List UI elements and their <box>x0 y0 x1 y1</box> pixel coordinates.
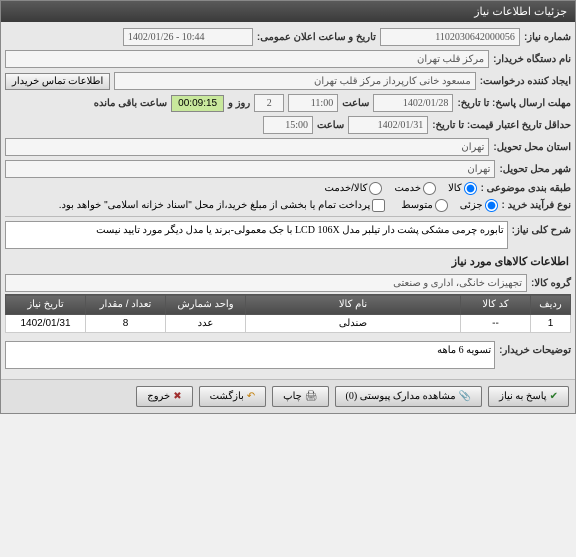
back-button[interactable]: ↶بازگشت <box>199 386 267 407</box>
public-datetime-field <box>123 28 253 46</box>
cell-date: 1402/01/31 <box>6 315 86 333</box>
category-both-radio[interactable]: کالا/خدمت <box>325 182 383 195</box>
category-radio-group: کالا خدمت کالا/خدمت <box>325 182 477 195</box>
attachment-icon: 📎 <box>459 391 471 402</box>
buyer-notes-label: توضیحات خریدار: <box>499 341 571 356</box>
group-label: گروه کالا: <box>531 278 571 289</box>
process-medium-radio[interactable]: متوسط <box>401 199 447 212</box>
window-title: جزئیات اطلاعات نیاز <box>474 6 567 18</box>
delivery-city-label: شهر محل تحویل: <box>499 164 571 175</box>
days-label: روز و <box>228 98 250 109</box>
reply-button[interactable]: ✔پاسخ به نیاز <box>488 386 569 407</box>
action-button-bar: ✔پاسخ به نیاز 📎مشاهده مدارک پیوستی (0) 🖨… <box>1 379 575 413</box>
items-section-header: اطلاعات کالاهای مورد نیاز <box>5 251 571 272</box>
col-row: ردیف <box>531 295 571 315</box>
buyer-label: نام دستگاه خریدار: <box>493 54 571 65</box>
contact-buyer-button[interactable]: اطلاعات تماس خریدار <box>5 73 110 90</box>
col-unit: واحد شمارش <box>166 295 246 315</box>
exit-icon: ✖ <box>173 391 181 402</box>
description-field[interactable] <box>5 221 508 249</box>
delivery-city-field <box>5 160 495 178</box>
table-row[interactable]: 1--صندلیعدد81402/01/31 <box>6 315 571 333</box>
delivery-province-label: استان محل تحویل: <box>493 142 571 153</box>
remain-label: ساعت باقی مانده <box>94 98 167 109</box>
col-date: تاریخ نیاز <box>6 295 86 315</box>
buyer-notes-field[interactable] <box>5 341 495 369</box>
category-goods-radio[interactable]: کالا <box>448 182 477 195</box>
group-field <box>5 274 527 292</box>
deadline-label: مهلت ارسال پاسخ: تا تاریخ: <box>457 98 571 109</box>
public-datetime-label: تاریخ و ساعت اعلان عمومی: <box>257 32 376 43</box>
category-label: طبقه بندی موضوعی : <box>481 183 571 194</box>
print-icon: 🖨 <box>305 391 318 402</box>
buyer-field <box>5 50 489 68</box>
cell-qty: 8 <box>86 315 166 333</box>
description-label: شرح کلی نیاز: <box>512 221 571 236</box>
cell-unit: عدد <box>166 315 246 333</box>
need-number-field <box>380 28 520 46</box>
form-content: شماره نیاز: تاریخ و ساعت اعلان عمومی: نا… <box>1 22 575 375</box>
validity-label: حداقل تاریخ اعتبار قیمت: تا تاریخ: <box>432 120 571 131</box>
back-icon: ↶ <box>247 391 255 402</box>
print-button[interactable]: 🖨چاپ <box>272 386 328 407</box>
deadline-date-field <box>373 94 453 112</box>
deadline-time-field <box>288 94 338 112</box>
process-partial-radio[interactable]: جزئی <box>460 199 498 212</box>
need-details-window: جزئیات اطلاعات نیاز شماره نیاز: تاریخ و … <box>0 0 576 414</box>
days-remain-field <box>254 94 284 112</box>
validity-date-field <box>348 116 428 134</box>
need-number-label: شماره نیاز: <box>524 32 571 43</box>
col-qty: تعداد / مقدار <box>86 295 166 315</box>
col-code: کد کالا <box>461 295 531 315</box>
cell-code: -- <box>461 315 531 333</box>
creator-field <box>114 72 475 90</box>
category-service-radio[interactable]: خدمت <box>394 182 436 195</box>
process-type-group: جزئی متوسط <box>401 199 497 212</box>
validity-time-field <box>263 116 313 134</box>
items-table: ردیف کد کالا نام کالا واحد شمارش تعداد /… <box>5 294 571 333</box>
cell-row: 1 <box>531 315 571 333</box>
countdown-timer: 00:09:15 <box>171 95 224 112</box>
treasury-payment-checkbox[interactable]: پرداخت تمام یا بخشی از مبلغ خرید،از محل … <box>59 199 386 212</box>
process-type-label: نوع فرآیند خرید : <box>502 200 571 211</box>
delivery-province-field <box>5 138 489 156</box>
time-label-2: ساعت <box>317 120 344 131</box>
creator-label: ایجاد کننده درخواست: <box>480 76 571 87</box>
window-title-bar: جزئیات اطلاعات نیاز <box>1 1 575 22</box>
cell-name: صندلی <box>246 315 461 333</box>
col-name: نام کالا <box>246 295 461 315</box>
time-label-1: ساعت <box>342 98 369 109</box>
reply-icon: ✔ <box>550 391 558 402</box>
view-attachments-button[interactable]: 📎مشاهده مدارک پیوستی (0) <box>335 386 483 407</box>
exit-button[interactable]: ✖خروج <box>136 386 192 407</box>
